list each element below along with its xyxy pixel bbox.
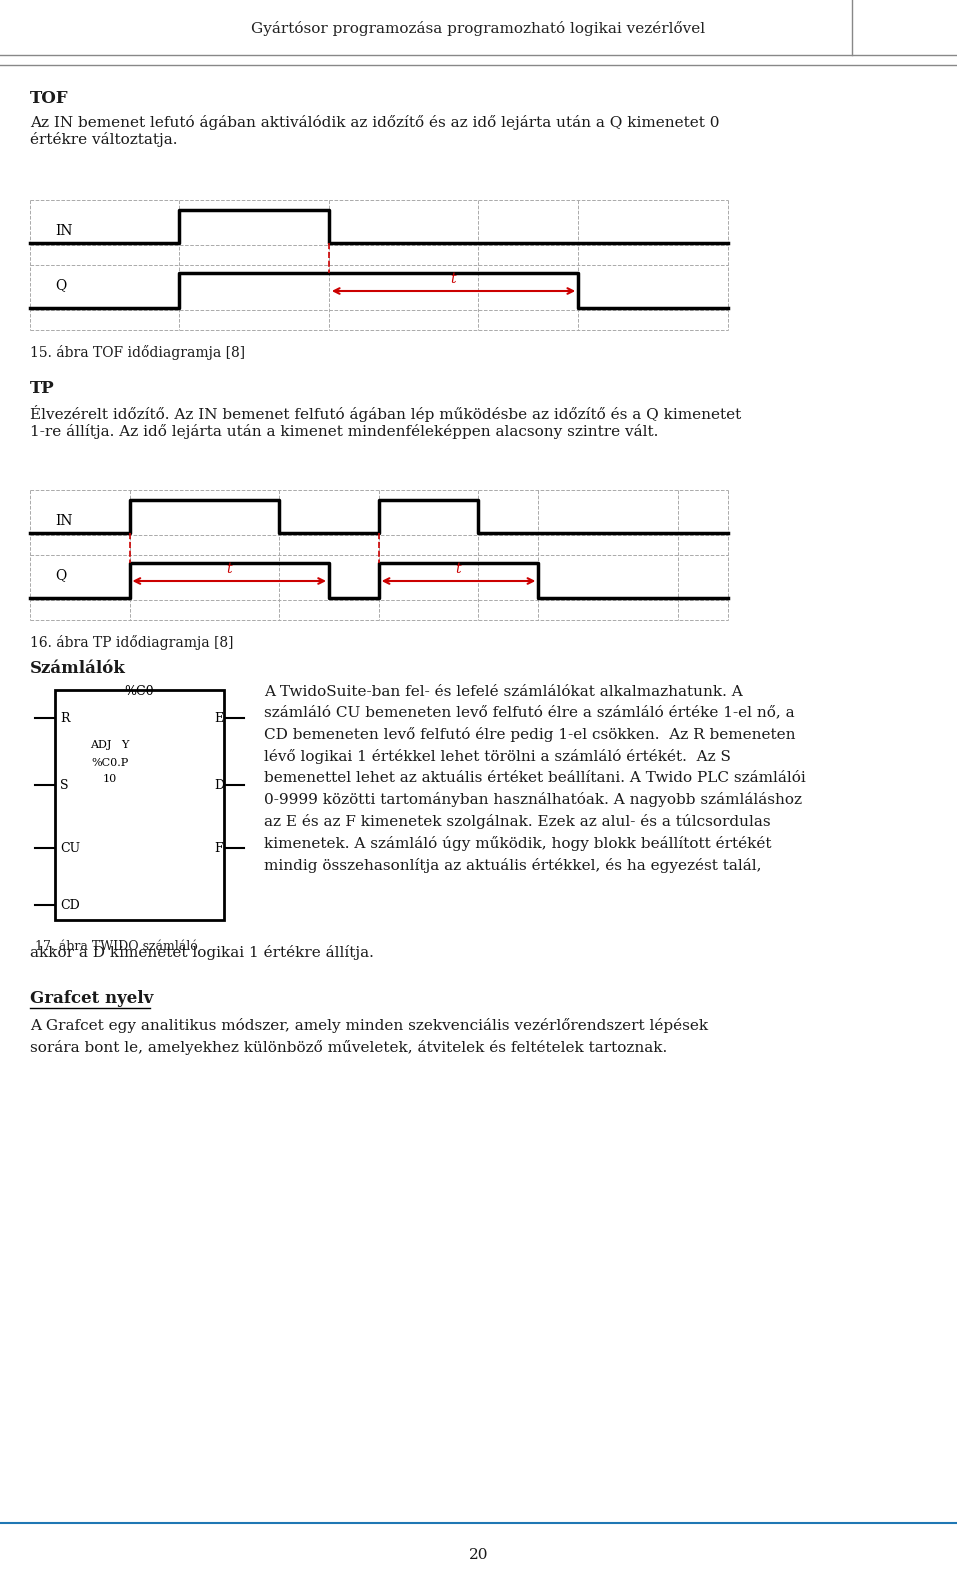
Text: akkor a D kimenetet logikai 1 értékre állítja.: akkor a D kimenetet logikai 1 értékre ál…	[30, 945, 373, 959]
Text: F: F	[214, 841, 223, 855]
Text: Számlálók: Számlálók	[30, 660, 126, 677]
Text: E: E	[214, 712, 224, 724]
Text: Q: Q	[55, 568, 66, 582]
Text: CU: CU	[60, 841, 80, 855]
Text: 20: 20	[468, 1548, 489, 1562]
Text: D: D	[214, 778, 225, 792]
Text: 10: 10	[103, 773, 117, 784]
Text: 16. ábra TP idődiagramja [8]: 16. ábra TP idődiagramja [8]	[30, 634, 233, 650]
Text: A TwidoSuite-ban fel- és lefelé számlálókat alkalmazhatunk. A
számláló CU bemene: A TwidoSuite-ban fel- és lefelé számláló…	[264, 685, 805, 873]
Text: IN: IN	[55, 514, 72, 529]
Text: t: t	[450, 271, 456, 286]
Text: R: R	[60, 712, 69, 724]
Text: %C0: %C0	[125, 685, 155, 697]
Text: t: t	[456, 562, 462, 576]
Text: ADJ   Y: ADJ Y	[90, 740, 130, 750]
Text: 15. ábra TOF idődiagramja [8]: 15. ábra TOF idődiagramja [8]	[30, 346, 245, 360]
Text: CD: CD	[60, 898, 80, 912]
Text: S: S	[60, 778, 68, 792]
Text: Az IN bemenet lefutó ágában aktiválódik az időzítő és az idő lejárta után a Q ki: Az IN bemenet lefutó ágában aktiválódik …	[30, 115, 719, 147]
Text: TOF: TOF	[30, 90, 68, 107]
Text: %C0.P: %C0.P	[91, 757, 129, 768]
Text: A Grafcet egy analitikus módszer, amely minden szekvenciális vezérlőrendszert lé: A Grafcet egy analitikus módszer, amely …	[30, 1018, 708, 1056]
Bar	[55, 690, 225, 920]
Text: IN: IN	[55, 224, 72, 238]
Text: Q: Q	[55, 278, 66, 292]
Text: 17. ábra TWIDO számláló: 17. ábra TWIDO számláló	[35, 940, 198, 953]
Text: TP: TP	[30, 380, 55, 398]
Text: Gyártósor programozása programozható logikai vezérlővel: Gyártósor programozása programozható log…	[252, 21, 706, 35]
Text: Élvezérelt időzítő. Az IN bemenet felfutó ágában lép működésbe az időzítő és a Q: Élvezérelt időzítő. Az IN bemenet felfut…	[30, 406, 741, 439]
Text: Grafcet nyelv: Grafcet nyelv	[30, 989, 154, 1007]
Text: t: t	[227, 562, 232, 576]
